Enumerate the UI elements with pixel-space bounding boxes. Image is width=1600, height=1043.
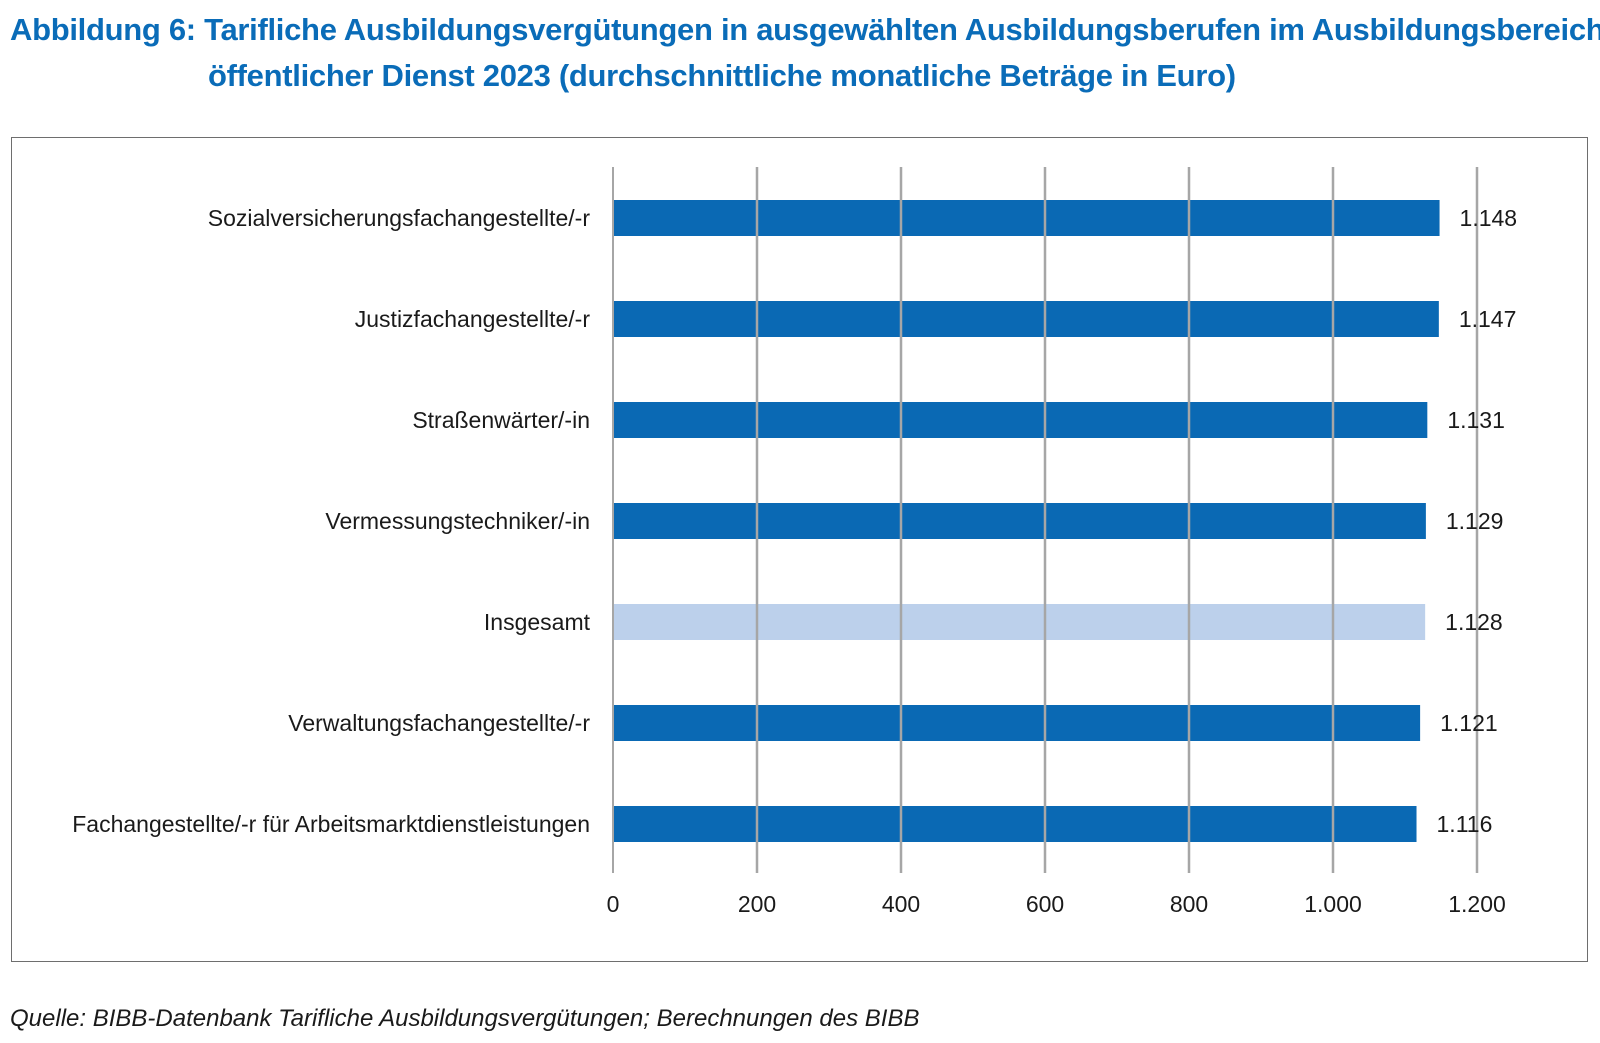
bar	[613, 705, 1421, 741]
category-label: Sozialversicherungsfachangestellte/-r	[208, 205, 591, 231]
value-label: 1.148	[1460, 205, 1518, 231]
category-label: Vermessungstechniker/-in	[325, 508, 590, 534]
value-label: 1.116	[1437, 811, 1493, 837]
x-tick-label: 200	[738, 891, 776, 917]
category-label: Straßenwärter/-in	[412, 407, 590, 433]
bar	[613, 503, 1426, 539]
bar	[613, 806, 1417, 842]
bar	[613, 200, 1440, 236]
category-label: Verwaltungsfachangestellte/-r	[288, 710, 590, 736]
x-tick-label: 400	[882, 891, 920, 917]
x-tick-label: 1.200	[1448, 891, 1506, 917]
x-tick-label: 1.000	[1304, 891, 1362, 917]
source-note: Quelle: BIBB-Datenbank Tarifliche Ausbil…	[10, 1005, 920, 1032]
category-label: Insgesamt	[484, 609, 591, 635]
x-tick-label: 600	[1026, 891, 1064, 917]
value-label: 1.128	[1445, 609, 1503, 635]
bar	[613, 402, 1428, 438]
value-label: 1.147	[1459, 306, 1517, 332]
x-tick-label: 0	[607, 891, 620, 917]
chart-title-line-2: öffentlicher Dienst 2023 (durchschnittli…	[208, 58, 1236, 93]
category-label: Fachangestellte/-r für Arbeitsmarktdiens…	[72, 811, 590, 837]
bar-highlight	[613, 604, 1426, 640]
value-label: 1.121	[1440, 710, 1498, 736]
value-label: 1.129	[1446, 508, 1504, 534]
chart-title-line-1: Abbildung 6: Tarifliche Ausbildungsvergü…	[10, 12, 1600, 47]
x-tick-label: 800	[1170, 891, 1208, 917]
value-label: 1.131	[1447, 407, 1505, 433]
chart-frame	[11, 137, 1588, 962]
category-label: Justizfachangestellte/-r	[355, 306, 591, 332]
bar	[613, 301, 1439, 337]
